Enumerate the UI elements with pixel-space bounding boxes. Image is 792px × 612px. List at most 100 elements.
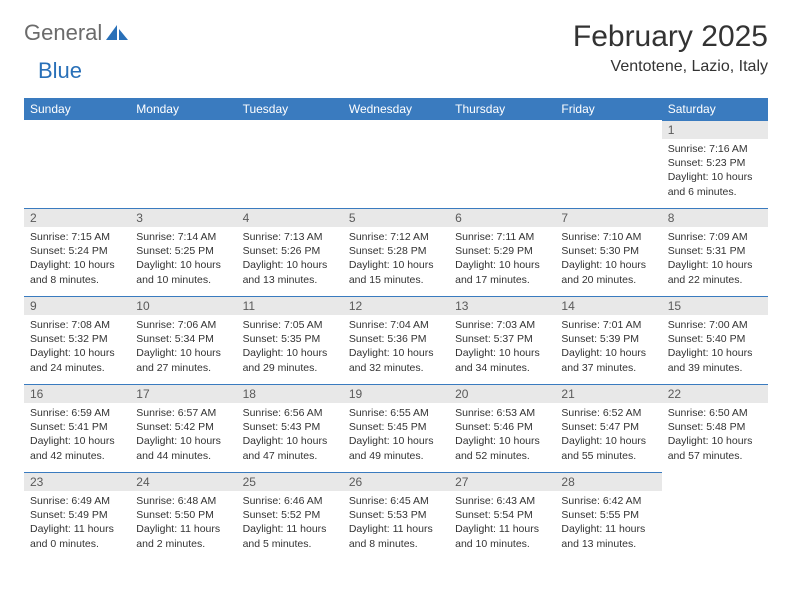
calendar-cell <box>24 120 130 208</box>
sunrise-text: Sunrise: 7:05 AM <box>243 318 337 332</box>
logo-text-blue: Blue <box>38 58 82 84</box>
logo-sail-icon <box>106 23 128 44</box>
calendar-cell: 11Sunrise: 7:05 AMSunset: 5:35 PMDayligh… <box>237 296 343 384</box>
sunrise-text: Sunrise: 7:01 AM <box>561 318 655 332</box>
sunrise-text: Sunrise: 7:11 AM <box>455 230 549 244</box>
col-saturday: Saturday <box>662 98 768 120</box>
calendar-cell: 1Sunrise: 7:16 AMSunset: 5:23 PMDaylight… <box>662 120 768 208</box>
daylight-text: Daylight: 11 hours and 13 minutes. <box>561 522 655 550</box>
calendar-cell: 6Sunrise: 7:11 AMSunset: 5:29 PMDaylight… <box>449 208 555 296</box>
day-details: Sunrise: 6:52 AMSunset: 5:47 PMDaylight:… <box>555 403 661 469</box>
day-details: Sunrise: 6:56 AMSunset: 5:43 PMDaylight:… <box>237 403 343 469</box>
sunset-text: Sunset: 5:34 PM <box>136 332 230 346</box>
day-details: Sunrise: 6:46 AMSunset: 5:52 PMDaylight:… <box>237 491 343 557</box>
sunrise-text: Sunrise: 6:43 AM <box>455 494 549 508</box>
daylight-text: Daylight: 10 hours and 37 minutes. <box>561 346 655 374</box>
day-number: 14 <box>555 296 661 315</box>
calendar-cell: 5Sunrise: 7:12 AMSunset: 5:28 PMDaylight… <box>343 208 449 296</box>
day-number: 7 <box>555 208 661 227</box>
day-number: 24 <box>130 472 236 491</box>
calendar-row: 2Sunrise: 7:15 AMSunset: 5:24 PMDaylight… <box>24 208 768 296</box>
col-friday: Friday <box>555 98 661 120</box>
sunset-text: Sunset: 5:41 PM <box>30 420 124 434</box>
sunset-text: Sunset: 5:26 PM <box>243 244 337 258</box>
sunrise-text: Sunrise: 6:53 AM <box>455 406 549 420</box>
calendar-cell: 12Sunrise: 7:04 AMSunset: 5:36 PMDayligh… <box>343 296 449 384</box>
daylight-text: Daylight: 11 hours and 8 minutes. <box>349 522 443 550</box>
sunrise-text: Sunrise: 6:42 AM <box>561 494 655 508</box>
day-number: 19 <box>343 384 449 403</box>
day-details: Sunrise: 6:59 AMSunset: 5:41 PMDaylight:… <box>24 403 130 469</box>
calendar-cell: 17Sunrise: 6:57 AMSunset: 5:42 PMDayligh… <box>130 384 236 472</box>
day-number: 11 <box>237 296 343 315</box>
calendar-row: 9Sunrise: 7:08 AMSunset: 5:32 PMDaylight… <box>24 296 768 384</box>
daylight-text: Daylight: 10 hours and 55 minutes. <box>561 434 655 462</box>
daylight-text: Daylight: 10 hours and 42 minutes. <box>30 434 124 462</box>
day-details: Sunrise: 7:08 AMSunset: 5:32 PMDaylight:… <box>24 315 130 381</box>
day-number: 26 <box>343 472 449 491</box>
day-number: 20 <box>449 384 555 403</box>
calendar-row: 23Sunrise: 6:49 AMSunset: 5:49 PMDayligh… <box>24 472 768 560</box>
sunrise-text: Sunrise: 7:10 AM <box>561 230 655 244</box>
day-details: Sunrise: 7:10 AMSunset: 5:30 PMDaylight:… <box>555 227 661 293</box>
calendar-cell: 25Sunrise: 6:46 AMSunset: 5:52 PMDayligh… <box>237 472 343 560</box>
day-number: 18 <box>237 384 343 403</box>
title-block: February 2025 Ventotene, Lazio, Italy <box>573 20 768 76</box>
day-details: Sunrise: 7:13 AMSunset: 5:26 PMDaylight:… <box>237 227 343 293</box>
daylight-text: Daylight: 10 hours and 52 minutes. <box>455 434 549 462</box>
sunset-text: Sunset: 5:40 PM <box>668 332 762 346</box>
sunset-text: Sunset: 5:39 PM <box>561 332 655 346</box>
daylight-text: Daylight: 10 hours and 20 minutes. <box>561 258 655 286</box>
day-number: 15 <box>662 296 768 315</box>
day-details: Sunrise: 6:57 AMSunset: 5:42 PMDaylight:… <box>130 403 236 469</box>
sunrise-text: Sunrise: 7:12 AM <box>349 230 443 244</box>
day-number: 22 <box>662 384 768 403</box>
sunrise-text: Sunrise: 7:03 AM <box>455 318 549 332</box>
daylight-text: Daylight: 10 hours and 32 minutes. <box>349 346 443 374</box>
day-details: Sunrise: 7:05 AMSunset: 5:35 PMDaylight:… <box>237 315 343 381</box>
calendar-cell: 10Sunrise: 7:06 AMSunset: 5:34 PMDayligh… <box>130 296 236 384</box>
daylight-text: Daylight: 10 hours and 8 minutes. <box>30 258 124 286</box>
sunrise-text: Sunrise: 6:46 AM <box>243 494 337 508</box>
calendar-cell: 3Sunrise: 7:14 AMSunset: 5:25 PMDaylight… <box>130 208 236 296</box>
sunset-text: Sunset: 5:45 PM <box>349 420 443 434</box>
daylight-text: Daylight: 11 hours and 5 minutes. <box>243 522 337 550</box>
sunset-text: Sunset: 5:29 PM <box>455 244 549 258</box>
daylight-text: Daylight: 10 hours and 24 minutes. <box>30 346 124 374</box>
col-sunday: Sunday <box>24 98 130 120</box>
logo-text-gray: General <box>24 20 102 46</box>
sunset-text: Sunset: 5:42 PM <box>136 420 230 434</box>
sunset-text: Sunset: 5:32 PM <box>30 332 124 346</box>
sunrise-text: Sunrise: 7:15 AM <box>30 230 124 244</box>
calendar-cell: 23Sunrise: 6:49 AMSunset: 5:49 PMDayligh… <box>24 472 130 560</box>
day-details: Sunrise: 6:45 AMSunset: 5:53 PMDaylight:… <box>343 491 449 557</box>
calendar-cell: 8Sunrise: 7:09 AMSunset: 5:31 PMDaylight… <box>662 208 768 296</box>
day-number: 13 <box>449 296 555 315</box>
sunset-text: Sunset: 5:31 PM <box>668 244 762 258</box>
col-tuesday: Tuesday <box>237 98 343 120</box>
day-details: Sunrise: 7:14 AMSunset: 5:25 PMDaylight:… <box>130 227 236 293</box>
calendar-header-row: Sunday Monday Tuesday Wednesday Thursday… <box>24 98 768 120</box>
daylight-text: Daylight: 10 hours and 27 minutes. <box>136 346 230 374</box>
calendar-cell: 9Sunrise: 7:08 AMSunset: 5:32 PMDaylight… <box>24 296 130 384</box>
sunset-text: Sunset: 5:46 PM <box>455 420 549 434</box>
day-details: Sunrise: 6:53 AMSunset: 5:46 PMDaylight:… <box>449 403 555 469</box>
daylight-text: Daylight: 10 hours and 49 minutes. <box>349 434 443 462</box>
sunset-text: Sunset: 5:36 PM <box>349 332 443 346</box>
calendar-cell <box>130 120 236 208</box>
calendar-cell: 18Sunrise: 6:56 AMSunset: 5:43 PMDayligh… <box>237 384 343 472</box>
day-number: 25 <box>237 472 343 491</box>
day-details: Sunrise: 7:04 AMSunset: 5:36 PMDaylight:… <box>343 315 449 381</box>
sunrise-text: Sunrise: 6:56 AM <box>243 406 337 420</box>
day-details: Sunrise: 6:48 AMSunset: 5:50 PMDaylight:… <box>130 491 236 557</box>
daylight-text: Daylight: 10 hours and 57 minutes. <box>668 434 762 462</box>
day-details: Sunrise: 6:42 AMSunset: 5:55 PMDaylight:… <box>555 491 661 557</box>
calendar-cell: 13Sunrise: 7:03 AMSunset: 5:37 PMDayligh… <box>449 296 555 384</box>
sunrise-text: Sunrise: 7:09 AM <box>668 230 762 244</box>
day-details: Sunrise: 7:12 AMSunset: 5:28 PMDaylight:… <box>343 227 449 293</box>
daylight-text: Daylight: 11 hours and 0 minutes. <box>30 522 124 550</box>
month-title: February 2025 <box>573 20 768 54</box>
sunrise-text: Sunrise: 7:06 AM <box>136 318 230 332</box>
logo: General <box>24 20 130 46</box>
sunset-text: Sunset: 5:37 PM <box>455 332 549 346</box>
